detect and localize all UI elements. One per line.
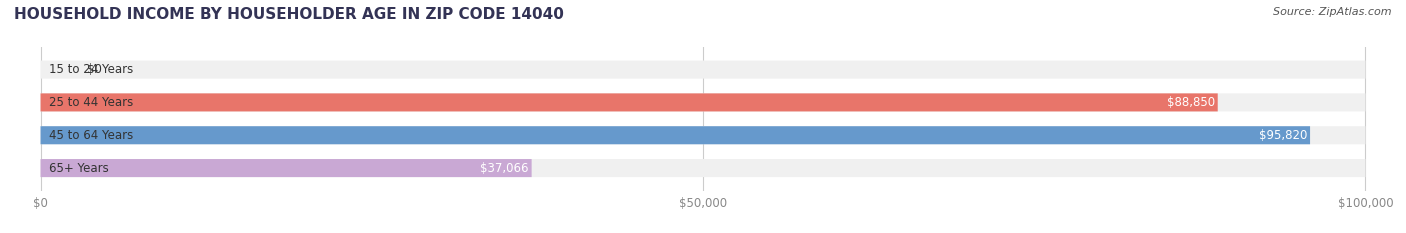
FancyBboxPatch shape (41, 159, 1365, 177)
FancyBboxPatch shape (41, 126, 1365, 144)
FancyBboxPatch shape (41, 93, 1218, 111)
Text: Source: ZipAtlas.com: Source: ZipAtlas.com (1274, 7, 1392, 17)
Text: 15 to 24 Years: 15 to 24 Years (48, 63, 132, 76)
Text: HOUSEHOLD INCOME BY HOUSEHOLDER AGE IN ZIP CODE 14040: HOUSEHOLD INCOME BY HOUSEHOLDER AGE IN Z… (14, 7, 564, 22)
FancyBboxPatch shape (41, 61, 1365, 79)
FancyBboxPatch shape (41, 93, 1365, 111)
Text: $88,850: $88,850 (1167, 96, 1215, 109)
Text: $37,066: $37,066 (481, 161, 529, 175)
Text: 65+ Years: 65+ Years (48, 161, 108, 175)
FancyBboxPatch shape (41, 126, 1310, 144)
Text: $95,820: $95,820 (1258, 129, 1308, 142)
Text: $0: $0 (87, 63, 101, 76)
Text: 25 to 44 Years: 25 to 44 Years (48, 96, 132, 109)
Text: 45 to 64 Years: 45 to 64 Years (48, 129, 132, 142)
FancyBboxPatch shape (41, 159, 531, 177)
